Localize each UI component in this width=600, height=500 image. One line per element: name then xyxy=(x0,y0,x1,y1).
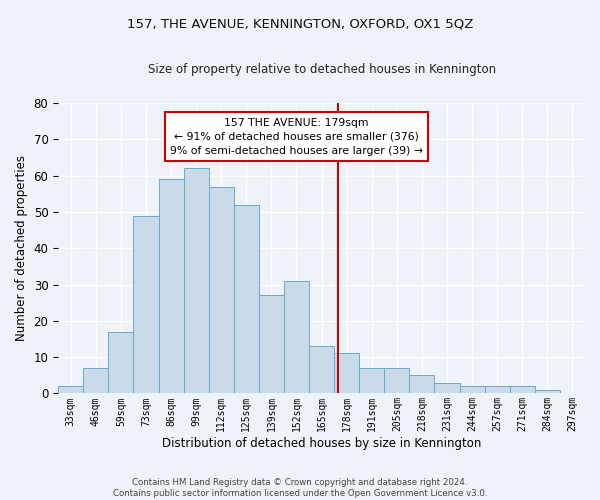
Bar xyxy=(434,382,460,394)
Bar xyxy=(284,281,309,394)
X-axis label: Distribution of detached houses by size in Kennington: Distribution of detached houses by size … xyxy=(162,437,481,450)
Title: Size of property relative to detached houses in Kennington: Size of property relative to detached ho… xyxy=(148,62,496,76)
Bar xyxy=(510,386,535,394)
Bar xyxy=(309,346,334,394)
Bar xyxy=(184,168,209,394)
Bar xyxy=(409,376,434,394)
Bar xyxy=(158,180,184,394)
Text: 157 THE AVENUE: 179sqm
← 91% of detached houses are smaller (376)
9% of semi-det: 157 THE AVENUE: 179sqm ← 91% of detached… xyxy=(170,118,423,156)
Bar xyxy=(259,296,284,394)
Y-axis label: Number of detached properties: Number of detached properties xyxy=(15,155,28,341)
Bar xyxy=(460,386,485,394)
Bar xyxy=(535,390,560,394)
Bar xyxy=(209,186,234,394)
Text: 157, THE AVENUE, KENNINGTON, OXFORD, OX1 5QZ: 157, THE AVENUE, KENNINGTON, OXFORD, OX1… xyxy=(127,18,473,30)
Bar xyxy=(234,204,259,394)
Bar xyxy=(58,386,83,394)
Bar xyxy=(109,332,133,394)
Bar xyxy=(334,354,359,394)
Text: Contains HM Land Registry data © Crown copyright and database right 2024.
Contai: Contains HM Land Registry data © Crown c… xyxy=(113,478,487,498)
Bar xyxy=(384,368,409,394)
Bar xyxy=(359,368,384,394)
Bar xyxy=(83,368,109,394)
Bar xyxy=(485,386,510,394)
Bar xyxy=(133,216,158,394)
